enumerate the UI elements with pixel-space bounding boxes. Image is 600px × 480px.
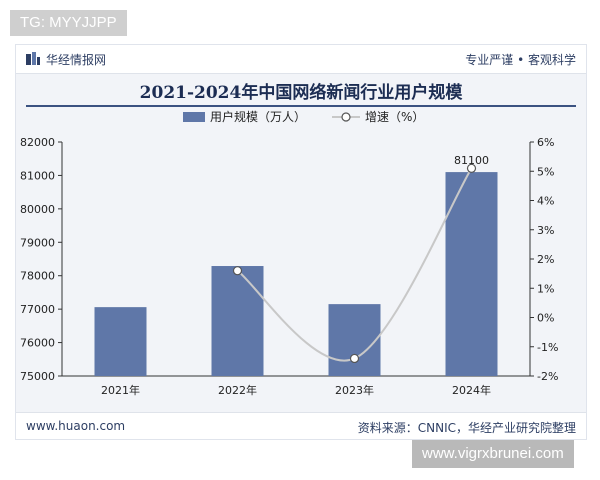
legend-label-bar: 用户规模（万人） (210, 109, 306, 124)
title-divider (26, 105, 576, 107)
x-tick-label: 2023年 (335, 383, 374, 397)
right-tick-label: -1% (537, 341, 558, 354)
x-tick-label: 2022年 (218, 383, 257, 397)
right-tick-label: 0% (537, 312, 554, 325)
bar (211, 266, 264, 376)
left-tick-label: 76000 (20, 337, 55, 350)
right-tick-label: -2% (537, 370, 558, 383)
legend-label-line: 增速（%） (365, 110, 424, 124)
card-header: 华经情报网 专业严谨 • 客观科学 (16, 45, 586, 74)
right-tick-label: 1% (537, 282, 554, 295)
left-tick-label: 75000 (20, 370, 55, 383)
legend-swatch-bar (183, 112, 205, 122)
bar (94, 307, 147, 376)
growth-point (466, 163, 477, 173)
chart-title: 2021-2024年中国网络新闻行业用户规模 (139, 83, 463, 103)
watermark-tag-bottom: www.vigrxbrunei.com (412, 440, 574, 468)
left-tick-label: 77000 (20, 303, 55, 316)
bar (445, 172, 498, 376)
brand-slogan: 专业严谨 • 客观科学 (465, 53, 576, 67)
x-tick-label: 2024年 (452, 383, 491, 397)
growth-point (232, 266, 243, 276)
site-url: www.huaon.com (26, 419, 126, 433)
card-footer: www.huaon.com 资料来源：CNNIC，华经产业研究院整理 (16, 412, 586, 439)
right-tick-label: 2% (537, 253, 554, 266)
watermark-tag-top: TG: MYYJJPP (10, 10, 127, 36)
left-tick-label: 78000 (20, 270, 55, 283)
right-tick-label: 3% (537, 224, 554, 237)
brand-name: 华经情报网 (46, 53, 107, 67)
growth-point (349, 353, 360, 364)
right-tick-label: 4% (537, 195, 554, 208)
bar (328, 304, 381, 376)
left-tick-label: 82000 (20, 136, 55, 149)
x-tick-label: 2021年 (101, 383, 140, 397)
right-tick-label: 5% (537, 165, 554, 178)
data-source: 资料来源：CNNIC，华经产业研究院整理 (357, 421, 576, 435)
right-tick-label: 6% (537, 136, 554, 149)
brand-logo-icon (26, 52, 40, 65)
left-tick-label: 80000 (20, 203, 55, 216)
left-tick-label: 81000 (20, 169, 55, 182)
legend-swatch-marker (341, 112, 351, 122)
left-tick-label: 79000 (20, 236, 55, 249)
data-label: 81100 (454, 154, 489, 167)
